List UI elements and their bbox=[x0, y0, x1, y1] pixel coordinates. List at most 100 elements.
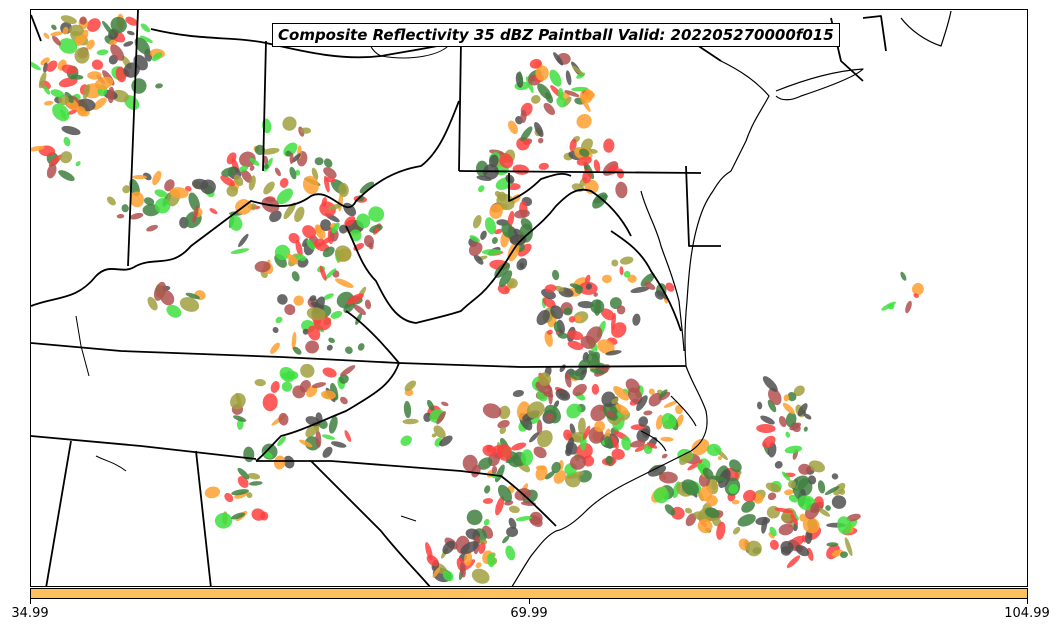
reflectivity-blob bbox=[518, 71, 523, 86]
reflectivity-blob bbox=[334, 245, 352, 262]
reflectivity-blob bbox=[571, 86, 589, 92]
reflectivity-blob bbox=[306, 239, 316, 250]
reflectivity-blob bbox=[536, 309, 550, 326]
reflectivity-blob bbox=[756, 401, 763, 410]
reflectivity-blob bbox=[579, 148, 590, 158]
reflectivity-blob bbox=[62, 26, 69, 35]
reflectivity-blob bbox=[606, 410, 615, 418]
reflectivity-blob bbox=[716, 521, 726, 540]
reflectivity-blob bbox=[538, 162, 549, 170]
reflectivity-blob bbox=[685, 507, 692, 514]
reflectivity-blob bbox=[478, 185, 485, 193]
reflectivity-blob bbox=[129, 191, 145, 208]
reflectivity-blob bbox=[697, 518, 713, 534]
reflectivity-blob bbox=[276, 188, 293, 205]
reflectivity-blob bbox=[274, 244, 291, 261]
reflectivity-blob bbox=[91, 59, 104, 70]
colorbar-tick-right bbox=[1027, 599, 1028, 604]
reflectivity-blob bbox=[881, 301, 896, 311]
border-illinois-indiana bbox=[31, 14, 42, 42]
reflectivity-blob bbox=[43, 85, 51, 95]
reflectivity-blob bbox=[484, 485, 491, 494]
reflectivity-blob bbox=[613, 385, 629, 401]
reflectivity-blob bbox=[292, 385, 306, 399]
reflectivity-blob bbox=[323, 167, 337, 179]
reflectivity-blob bbox=[630, 286, 650, 294]
reflectivity-blob bbox=[789, 422, 802, 431]
reflectivity-blob bbox=[247, 472, 261, 480]
reflectivity-blob bbox=[307, 325, 321, 341]
reflectivity-blob bbox=[356, 213, 371, 229]
reflectivity-blob bbox=[569, 283, 584, 290]
reflectivity-blob bbox=[520, 109, 527, 123]
reflectivity-blob bbox=[214, 512, 233, 529]
reflectivity-blob bbox=[531, 95, 541, 104]
reflectivity-blob bbox=[600, 308, 615, 321]
reflectivity-blob bbox=[537, 137, 544, 144]
reflectivity-blob bbox=[557, 88, 564, 99]
reflectivity-blob bbox=[293, 295, 304, 306]
reflectivity-blob bbox=[58, 77, 78, 88]
reflectivity-blob bbox=[442, 540, 456, 555]
reflectivity-blob bbox=[374, 227, 379, 234]
reflectivity-blob bbox=[544, 284, 557, 293]
reflectivity-blob bbox=[346, 293, 364, 305]
reflectivity-blob bbox=[520, 126, 533, 142]
reflectivity-blob bbox=[237, 467, 250, 480]
reflectivity-blob bbox=[43, 32, 50, 39]
reflectivity-blob bbox=[559, 364, 566, 373]
reflectivity-blob bbox=[300, 363, 315, 378]
reflectivity-blob bbox=[900, 271, 907, 281]
reflectivity-blob bbox=[300, 127, 312, 134]
reflectivity-blob bbox=[774, 507, 794, 514]
reflectivity-blob bbox=[590, 404, 607, 422]
reflectivity-blob bbox=[315, 430, 322, 448]
reflectivity-blob bbox=[321, 434, 335, 440]
reflectivity-blob bbox=[567, 330, 584, 340]
reflectivity-blob bbox=[563, 429, 573, 441]
reflectivity-blob bbox=[74, 47, 90, 64]
reflectivity-blob bbox=[687, 459, 703, 471]
reflectivity-blob bbox=[517, 243, 532, 257]
reflectivity-blob bbox=[468, 242, 483, 256]
reflectivity-blob bbox=[48, 154, 63, 167]
reflectivity-blob bbox=[291, 331, 297, 350]
reflectivity-blob bbox=[70, 74, 84, 80]
reflectivity-blob bbox=[535, 465, 547, 470]
reflectivity-blob bbox=[643, 410, 653, 416]
reflectivity-blob bbox=[319, 265, 327, 281]
border-virginia-north-carolina bbox=[398, 362, 687, 368]
reflectivity-blob bbox=[544, 330, 553, 347]
reflectivity-blob bbox=[810, 502, 818, 513]
reflectivity-blob bbox=[675, 404, 683, 415]
reflectivity-blob bbox=[423, 412, 432, 422]
reflectivity-blob bbox=[233, 415, 247, 422]
reflectivity-blob bbox=[126, 30, 135, 36]
reflectivity-blob bbox=[116, 213, 125, 219]
reflectivity-blob bbox=[368, 206, 385, 223]
reflectivity-blob bbox=[331, 222, 340, 234]
reflectivity-blob bbox=[807, 547, 814, 562]
reflectivity-blob bbox=[506, 526, 519, 538]
reflectivity-blob bbox=[580, 96, 591, 112]
reflectivity-blob bbox=[283, 202, 296, 220]
reflectivity-blob bbox=[577, 417, 586, 435]
reflectivity-blob bbox=[506, 278, 518, 289]
reflectivity-blob bbox=[661, 453, 668, 459]
reflectivity-blob bbox=[52, 103, 70, 122]
reflectivity-blob bbox=[221, 167, 236, 177]
reflectivity-blob bbox=[778, 523, 794, 536]
reflectivity-blob bbox=[785, 412, 797, 428]
reflectivity-blob bbox=[311, 382, 327, 389]
border-delaware bbox=[685, 165, 721, 247]
reflectivity-blob bbox=[460, 541, 479, 555]
reflectivity-blob bbox=[537, 83, 552, 100]
reflectivity-blob bbox=[807, 475, 817, 485]
tn-reservoir bbox=[95, 455, 127, 472]
reflectivity-blob bbox=[328, 416, 338, 434]
reflectivity-blob bbox=[60, 151, 73, 164]
reflectivity-blob bbox=[328, 203, 342, 211]
reflectivity-blob bbox=[508, 505, 520, 514]
reflectivity-blob bbox=[483, 518, 490, 526]
border-indiana-ohio bbox=[127, 10, 139, 267]
